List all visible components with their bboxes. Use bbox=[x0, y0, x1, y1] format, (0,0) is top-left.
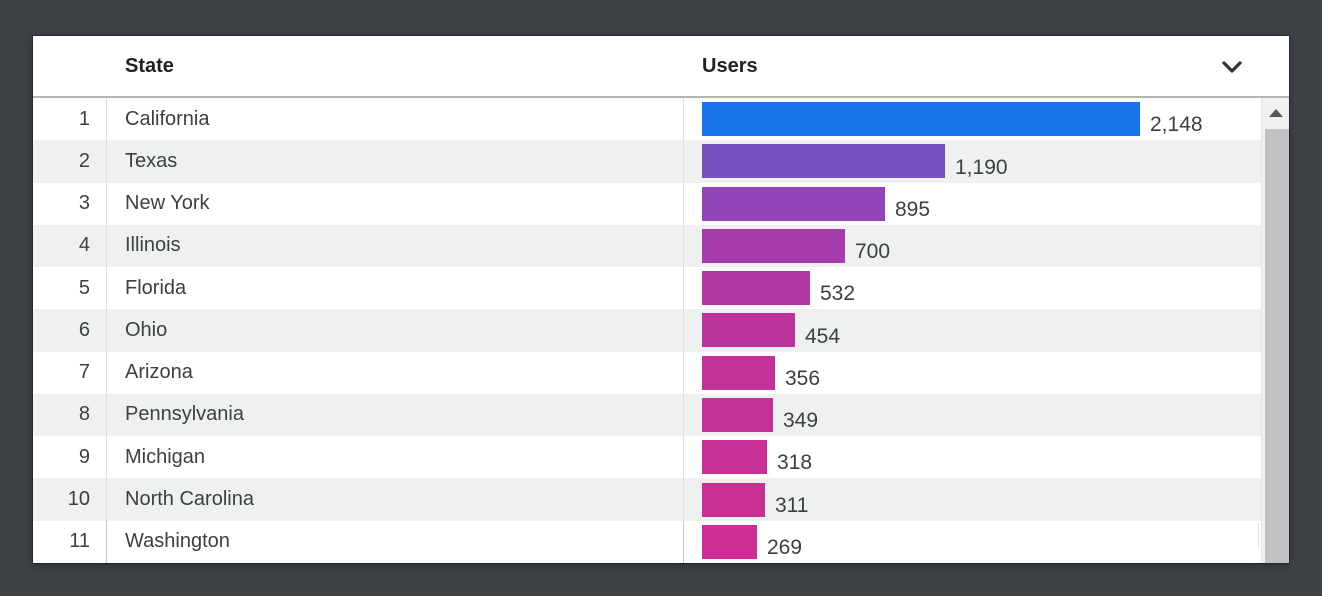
users-bar bbox=[702, 313, 795, 348]
table-row: 5 Florida 532 bbox=[33, 267, 1289, 310]
users-value-label: 2,148 bbox=[1150, 113, 1203, 137]
users-value-label: 895 bbox=[895, 197, 931, 221]
table-body: 1 California 2,148 2 Texas 1,190 3 New Y… bbox=[33, 98, 1289, 563]
state-cell: Florida bbox=[125, 276, 187, 299]
scrollbar-thumb[interactable] bbox=[1265, 129, 1289, 563]
users-bar bbox=[702, 524, 757, 559]
body-divider-rank-state bbox=[106, 98, 107, 563]
state-cell: Arizona bbox=[125, 361, 193, 384]
users-cell: 895 bbox=[683, 183, 1289, 225]
users-value-label: 318 bbox=[777, 451, 813, 475]
users-value-label: 269 bbox=[767, 535, 803, 559]
scroll-up-arrow-icon bbox=[1268, 109, 1283, 117]
users-cell: 700 bbox=[683, 225, 1289, 267]
scrollbar-up-button[interactable] bbox=[1262, 98, 1289, 128]
header-divider-users-scrollbar bbox=[1258, 523, 1259, 547]
rank-cell: 5 bbox=[78, 276, 90, 299]
table-row: 1 California 2,148 bbox=[33, 98, 1289, 141]
table-row: 7 Arizona 356 bbox=[33, 351, 1289, 394]
state-cell: Illinois bbox=[125, 234, 181, 257]
state-cell: Michigan bbox=[125, 445, 206, 468]
header-divider-state-users bbox=[683, 521, 684, 563]
rank-cell: 8 bbox=[78, 403, 90, 426]
table-row: 11 Washington 269 bbox=[33, 520, 1289, 563]
state-column-header: State bbox=[125, 54, 174, 77]
users-cell: 356 bbox=[683, 352, 1289, 394]
users-bar bbox=[702, 482, 765, 517]
table-row: 10 North Carolina 311 bbox=[33, 478, 1289, 521]
state-cell: California bbox=[125, 107, 210, 130]
state-cell: Texas bbox=[125, 149, 178, 172]
users-cell: 318 bbox=[683, 436, 1289, 478]
users-column-header-label: Users bbox=[702, 54, 758, 77]
users-cell: 1,190 bbox=[683, 140, 1289, 182]
users-value-label: 700 bbox=[855, 240, 891, 264]
users-value-label: 311 bbox=[775, 493, 809, 517]
state-cell: Ohio bbox=[125, 318, 168, 341]
users-column-header[interactable]: Users bbox=[683, 55, 1289, 78]
body-divider-state-users bbox=[683, 98, 684, 563]
rank-cell: 1 bbox=[78, 107, 90, 130]
state-cell: New York bbox=[125, 192, 210, 215]
rank-cell: 9 bbox=[78, 445, 90, 468]
users-value-label: 454 bbox=[805, 324, 841, 348]
chevron-down-icon[interactable] bbox=[1221, 60, 1243, 74]
users-value-label: 356 bbox=[785, 366, 821, 390]
users-bar bbox=[702, 271, 810, 306]
rank-cell: 10 bbox=[67, 488, 90, 511]
rank-cell: 6 bbox=[78, 318, 90, 341]
users-bar bbox=[702, 186, 885, 221]
users-cell: 269 bbox=[683, 521, 1289, 563]
state-cell: Pennsylvania bbox=[125, 403, 244, 426]
header-divider-rank-state bbox=[106, 521, 107, 563]
table-row: 4 Illinois 700 bbox=[33, 224, 1289, 268]
users-bar bbox=[702, 144, 945, 179]
users-value-label: 532 bbox=[820, 282, 856, 306]
users-bar bbox=[702, 397, 773, 432]
users-bar bbox=[702, 102, 1140, 137]
users-cell: 2,148 bbox=[683, 98, 1289, 140]
users-value-label: 1,190 bbox=[955, 155, 1008, 179]
state-cell: North Carolina bbox=[125, 488, 254, 511]
users-value-label: 349 bbox=[783, 409, 819, 433]
table-header-row: State Users bbox=[33, 36, 1289, 98]
users-cell: 532 bbox=[683, 267, 1289, 309]
table-row: 8 Pennsylvania 349 bbox=[33, 393, 1289, 437]
users-cell: 311 bbox=[683, 478, 1289, 520]
table-row: 3 New York 895 bbox=[33, 182, 1289, 225]
rank-cell: 7 bbox=[78, 361, 90, 384]
users-bar bbox=[702, 228, 845, 263]
users-bar bbox=[702, 440, 767, 475]
vertical-scrollbar[interactable] bbox=[1261, 98, 1289, 563]
rank-cell: 2 bbox=[78, 149, 90, 172]
table-row: 6 Ohio 454 bbox=[33, 309, 1289, 352]
table-row: 9 Michigan 318 bbox=[33, 436, 1289, 479]
users-by-state-table-card: State Users 1 California 2,148 2 Texas 1… bbox=[33, 36, 1289, 563]
table-row: 2 Texas 1,190 bbox=[33, 140, 1289, 183]
rank-cell: 11 bbox=[69, 530, 90, 553]
rank-cell: 4 bbox=[78, 234, 90, 257]
rank-cell: 3 bbox=[78, 192, 90, 215]
users-bar bbox=[702, 355, 775, 390]
users-cell: 454 bbox=[683, 309, 1289, 351]
state-cell: Washington bbox=[125, 530, 230, 553]
users-cell: 349 bbox=[683, 394, 1289, 436]
